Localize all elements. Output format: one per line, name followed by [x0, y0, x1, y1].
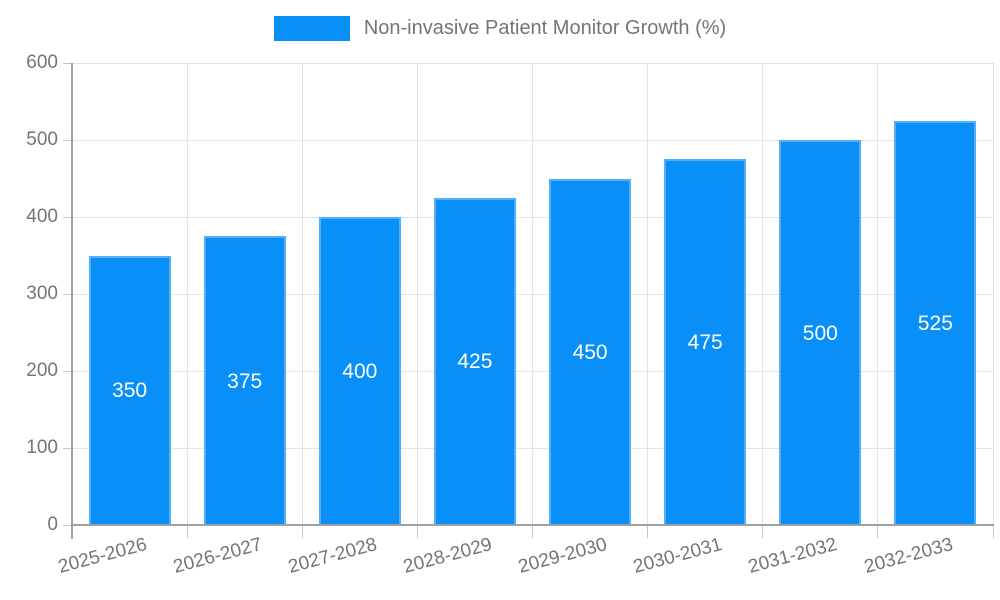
bar[interactable]: 400: [318, 217, 401, 525]
y-axis-line: [71, 63, 73, 539]
bar-value-label: 500: [802, 321, 838, 345]
gridline-vertical: [647, 63, 649, 525]
y-axis-tick-mark: [63, 293, 72, 295]
bar-value-label: 425: [457, 350, 493, 374]
x-tick-label: 2031-2032: [746, 534, 840, 578]
x-axis-tick-mark: [647, 525, 649, 538]
y-tick-label: 300: [26, 283, 58, 304]
gridline-vertical: [877, 63, 879, 525]
bar[interactable]: 475: [664, 159, 747, 526]
y-tick-label: 400: [26, 206, 58, 227]
legend-swatch: [273, 16, 350, 41]
y-tick-label: 600: [26, 52, 58, 73]
bar-value-label: 525: [917, 311, 953, 335]
y-tick-label: 500: [26, 129, 58, 150]
y-axis-tick-mark: [63, 447, 72, 449]
gridline-vertical: [762, 63, 764, 525]
bar-value-label: 350: [112, 379, 148, 403]
bar[interactable]: 500: [779, 140, 862, 525]
y-tick-label: 200: [26, 360, 58, 381]
gridline-vertical: [416, 63, 418, 525]
x-tick-label: 2026-2027: [170, 534, 265, 578]
x-axis-tick-mark: [301, 525, 303, 538]
legend-item[interactable]: Non-invasive Patient Monitor Growth (%): [273, 16, 727, 41]
x-axis-line: [71, 524, 994, 526]
x-tick-label: 2032-2033: [861, 534, 955, 578]
bar[interactable]: 350: [88, 255, 171, 525]
bar-value-label: 450: [572, 340, 608, 364]
bar-value-label: 475: [687, 331, 723, 355]
bar[interactable]: 450: [549, 178, 632, 525]
x-axis-tick-mark: [532, 525, 533, 538]
gridline-vertical: [186, 63, 188, 525]
x-tick-label: 2029-2030: [516, 534, 610, 578]
bar[interactable]: 375: [203, 236, 286, 526]
x-axis-tick-mark: [186, 525, 188, 538]
bar-value-label: 375: [227, 369, 263, 393]
legend: Non-invasive Patient Monitor Growth (%): [0, 16, 1000, 41]
x-tick-label: 2025-2026: [55, 534, 150, 578]
y-axis-tick-mark: [63, 370, 72, 372]
bar[interactable]: 425: [433, 197, 516, 526]
x-tick-label: 2028-2029: [401, 534, 495, 578]
bar[interactable]: 525: [894, 120, 977, 526]
y-axis-tick-mark: [63, 524, 72, 526]
x-tick-label: 2027-2028: [286, 534, 380, 578]
x-axis-tick-mark: [416, 525, 418, 538]
gridline-vertical: [301, 63, 303, 525]
gridline-vertical: [992, 63, 994, 525]
y-tick-label: 0: [47, 514, 58, 535]
x-axis-tick-mark: [992, 525, 994, 538]
x-axis-tick-mark: [877, 525, 879, 538]
x-tick-label: 2030-2031: [631, 534, 725, 578]
y-axis-tick-mark: [63, 62, 72, 64]
legend-label: Non-invasive Patient Monitor Growth (%): [363, 17, 727, 39]
x-axis-tick-mark: [762, 525, 764, 538]
gridline-vertical: [532, 63, 533, 525]
y-tick-label: 100: [26, 437, 58, 458]
y-axis-tick-mark: [63, 216, 72, 218]
bar-value-label: 400: [342, 360, 378, 383]
y-axis-tick-mark: [63, 139, 72, 141]
